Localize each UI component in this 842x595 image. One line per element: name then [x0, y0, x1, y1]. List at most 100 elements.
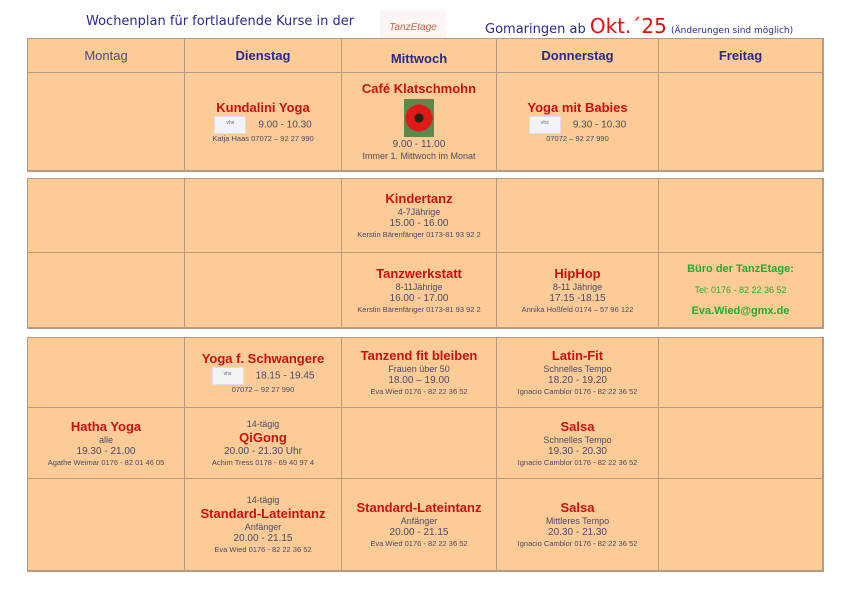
line-text: Tanzend fit bleiben: [360, 348, 478, 363]
line-text: Annika Hoßfeld 0174 – 57 96 122: [521, 304, 634, 314]
line-text: 15.00 - 16.00: [389, 218, 449, 229]
course-title: Tanzend fit bleiben: [361, 348, 478, 364]
course-cell: 14-tägig QiGong 20.00 - 21.30 Uhr Achim Tre…: [185, 408, 342, 479]
line-text: 20.00 - 21.15: [233, 532, 293, 544]
course-cell: [28, 479, 185, 571]
line-text: 9.00 - 11.00: [392, 139, 446, 150]
office-info: Büro der TanzEtage:: [687, 258, 794, 280]
day-label: Dienstag: [235, 48, 291, 63]
course-cell: Hatha Yoga alle 19.30 - 21.00 Agathe Weimar…: [28, 408, 185, 479]
vhs-logo-icon: vhs: [214, 115, 247, 134]
line-text: Schnelles Tempo: [543, 364, 612, 374]
course-cell: Tanzend fit bleiben Frauen über 50 18.00 –…: [342, 338, 497, 408]
line-text: Eva Wied 0176 - 82 22 36 52: [370, 387, 468, 396]
line-text: Agathe Weimar 0176 - 82 01 46 05: [47, 457, 165, 467]
line-text: 18.00 – 19.00: [388, 375, 450, 386]
course-cell: [28, 73, 185, 171]
course-time: 20.00 - 21.30 Uhr: [224, 446, 302, 458]
heading-left: Wochenplan für fortlaufende Kurse in der: [86, 14, 355, 29]
course-contact: 07072 – 92 27 990: [546, 134, 609, 144]
course-cell: Yoga mit Babies vhs 9.30 - 10.30 07072 – 92…: [497, 73, 659, 171]
course-cell: Salsa Mittleres Tempo 20.30 - 21.30 Ignacio…: [497, 479, 659, 571]
schedule-block: Kindertanz 4-7Jährige 15.00 - 16.00 Kerstin…: [27, 178, 824, 329]
course-note: Schnelles Tempo: [543, 364, 611, 375]
course-contact: Ignacio Camblor 0176 - 82 22 36 52: [518, 387, 638, 397]
schedule-block: Yoga f. Schwangere vhs 18.15 - 19.45 07072 …: [27, 337, 824, 572]
start-date: Okt.´25: [589, 14, 667, 38]
line-text: Yoga mit Babies: [527, 99, 628, 115]
line-text: Achim Tress 0178 - 69 40 97 4: [211, 457, 315, 467]
line-text: Tel: 0176 - 82 22 36 52: [694, 285, 787, 295]
course-cell: Salsa Schnelles Tempo 19.30 - 20.30 Ignacio…: [497, 408, 659, 479]
line-text: 14-tägig: [246, 494, 280, 505]
course-title: QiGong: [239, 430, 287, 446]
course-time: 17.15 -18.15: [549, 293, 605, 305]
course-time: vhs 9.00 - 10.30: [214, 115, 312, 134]
day-header: Montag: [28, 39, 185, 73]
line-text: Ignacio Camblor 0176 - 82 22 36 52: [517, 387, 638, 396]
course-time: 9.00 - 11.00: [393, 139, 446, 151]
line-text: 07072 – 92 27 990: [231, 384, 295, 394]
course-title: Café Klatschmohn: [362, 81, 476, 97]
line-text: 20.00 - 21.30 Uhr: [224, 445, 302, 457]
course-time: 16.00 - 17.00: [390, 293, 449, 305]
course-time: 20.30 - 21.30: [548, 527, 607, 539]
line-text: Eva Wied 0176 - 82 22 36 52: [214, 544, 312, 554]
course-title: Yoga f. Schwangere: [202, 351, 325, 367]
course-time: 15.00 - 16.00: [390, 218, 449, 230]
course-time: 19.30 - 21.00: [77, 446, 136, 458]
vhs-logo-icon: vhs: [528, 115, 561, 134]
course-note: 14-tägig: [247, 495, 280, 506]
course-cell: [659, 408, 823, 479]
course-cell: Büro der TanzEtage: Tel: 0176 - 82 22 36 …: [659, 253, 823, 328]
course-cell: Kindertanz 4-7Jährige 15.00 - 16.00 Kerstin…: [342, 179, 497, 253]
course-contact: Kerstin Bärenfänger 0173-81 93 92 2: [357, 305, 480, 315]
course-time: 18.00 – 19.00: [388, 375, 449, 387]
line-text: 8-11 Jährige: [552, 281, 603, 292]
line-text: Salsa: [560, 418, 595, 434]
course-title: HipHop: [554, 266, 600, 282]
course-cell: Café Klatschmohn 9.00 - 11.00 Immer 1. Mit…: [342, 73, 497, 171]
course-contact: Achim Tress 0178 - 69 40 97 4: [212, 458, 314, 468]
day-label: Mittwoch: [390, 51, 448, 66]
day-label: Montag: [84, 48, 128, 63]
course-title: Standard-Lateintanz: [201, 506, 326, 522]
poppy-image: [404, 99, 434, 137]
line-text: 20.30 - 21.30: [548, 527, 607, 538]
line-text: Café Klatschmohn: [361, 81, 477, 96]
line-text: 16.00 - 17.00: [389, 292, 449, 304]
course-cell: [342, 408, 497, 479]
day-label: Freitag: [718, 48, 763, 63]
line-text: Eva.Wied@gmx.de: [691, 305, 790, 317]
course-cell: Kundalini Yoga vhs 9.00 - 10.30 Katja Haas …: [185, 73, 342, 171]
course-cell: [28, 253, 185, 328]
course-time: 18.20 - 19.20: [548, 375, 607, 387]
course-cell: 14-tägig Standard-Lateintanz Anfänger 20.00…: [185, 479, 342, 571]
line-text: 07072 – 92 27 990: [546, 133, 609, 143]
day-header: Freitag: [659, 39, 823, 73]
vhs-logo-icon: vhs: [211, 366, 244, 385]
heading-location: Gomaringen ab: [485, 22, 586, 37]
line-text: Hatha Yoga: [70, 418, 142, 434]
course-title: Tanzwerkstatt: [376, 266, 462, 282]
course-note: 8-11 Jährige: [553, 282, 602, 293]
course-time: vhs 18.15 - 19.45: [211, 366, 314, 385]
course-cell: [28, 338, 185, 408]
course-contact: Annika Hoßfeld 0174 – 57 96 122: [522, 305, 634, 315]
course-cell: HipHop 8-11 Jährige 17.15 -18.15 Annika Hoß…: [497, 253, 659, 328]
course-cell: [659, 338, 823, 408]
line-text: Tanzwerkstatt: [376, 265, 462, 281]
course-title: Kindertanz: [385, 191, 452, 207]
line-text: 18.20 - 19.20: [548, 375, 607, 386]
course-note: Schnelles Tempo: [543, 435, 611, 446]
course-title: Salsa: [561, 419, 595, 435]
course-contact: Katja Haas 07072 – 92 27 990: [212, 134, 313, 144]
course-time: 19.30 - 20.30: [548, 446, 607, 458]
line-text: 19.30 - 20.30: [548, 445, 607, 457]
schedule-block: Montag Dienstag Mittwoch Donnerstag Freitag K…: [27, 38, 824, 172]
course-title: Salsa: [561, 500, 595, 516]
course-cell: Latin-Fit Schnelles Tempo 18.20 - 19.20 Ign…: [497, 338, 659, 408]
course-title: Yoga mit Babies: [527, 100, 627, 116]
course-note: Frauen über 50: [388, 364, 450, 375]
line-text: HipHop: [554, 265, 601, 281]
